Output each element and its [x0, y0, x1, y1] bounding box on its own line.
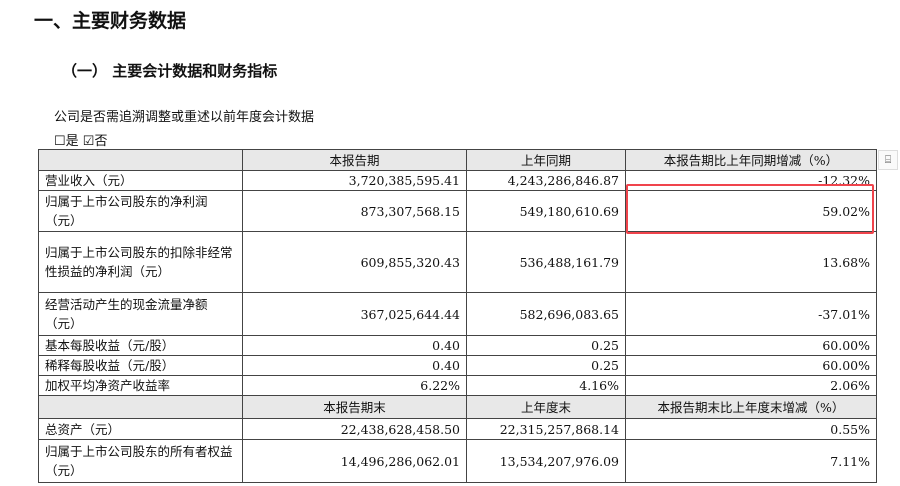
- row-label: 基本每股收益（元/股）: [38, 335, 243, 356]
- cell-value: 14,496,286,062.01: [242, 439, 467, 483]
- scan-icon[interactable]: ⌸: [878, 150, 898, 170]
- cell-value: 0.40: [242, 355, 467, 376]
- cell-value: 3,720,385,595.41: [242, 170, 467, 191]
- table-row: 归属于上市公司股东的扣除非经常性损益的净利润（元） 609,855,320.43 5…: [38, 231, 877, 293]
- column-header: 本报告期比上年同期增减（%）: [625, 149, 877, 171]
- table-row: 归属于上市公司股东的净利润（元） 873,307,568.15 549,180,61…: [38, 190, 877, 232]
- restatement-question: 公司是否需追溯调整或重述以前年度会计数据: [54, 110, 315, 125]
- column-header: [38, 149, 243, 171]
- cell-value: 0.25: [466, 355, 626, 376]
- cell-value: 582,696,083.65: [466, 292, 626, 336]
- cell-value: 22,315,257,868.14: [466, 418, 626, 440]
- row-label: 稀释每股收益（元/股）: [38, 355, 243, 376]
- table-row: 经营活动产生的现金流量净额（元） 367,025,644.44 582,696,08…: [38, 292, 877, 336]
- cell-value: 609,855,320.43: [242, 231, 467, 293]
- row-label: 归属于上市公司股东的扣除非经常性损益的净利润（元）: [38, 231, 243, 293]
- header-row: 本报告期末 上年度末 本报告期末比上年度末增减（%）: [38, 395, 877, 419]
- cell-value: 60.00%: [625, 335, 877, 356]
- row-label: 归属于上市公司股东的所有者权益（元）: [38, 439, 243, 483]
- table-row: 归属于上市公司股东的所有者权益（元） 14,496,286,062.01 13,53…: [38, 439, 877, 483]
- cell-value: 549,180,610.69: [466, 190, 626, 232]
- checkbox-no: ☑否: [82, 134, 108, 149]
- cell-value: -37.01%: [625, 292, 877, 336]
- cell-value: 0.25: [466, 335, 626, 356]
- cell-value: 0.40: [242, 335, 467, 356]
- restatement-checkboxes: ☐是 ☑否: [54, 130, 107, 149]
- column-header: 本报告期末: [242, 395, 467, 419]
- section-title: （一） 主要会计数据和财务指标: [62, 62, 278, 80]
- checkbox-yes: ☐是: [54, 134, 79, 149]
- table-row: 稀释每股收益（元/股） 0.40 0.25 60.00%: [38, 355, 877, 376]
- page-title: 一、主要财务数据: [34, 10, 187, 32]
- highlight-box: [626, 184, 874, 234]
- row-label: 总资产（元）: [38, 418, 243, 440]
- cell-value: 873,307,568.15: [242, 190, 467, 232]
- column-header: 上年同期: [466, 149, 626, 171]
- column-header: 上年度末: [466, 395, 626, 419]
- cell-value: 13.68%: [625, 231, 877, 293]
- column-header: [38, 395, 243, 419]
- cell-value: 6.22%: [242, 375, 467, 396]
- cell-value: 22,438,628,458.50: [242, 418, 467, 440]
- cell-value: 59.02%: [625, 190, 877, 232]
- row-label: 营业收入（元）: [38, 170, 243, 191]
- row-label: 归属于上市公司股东的净利润（元）: [38, 190, 243, 232]
- row-label: 加权平均净资产收益率: [38, 375, 243, 396]
- cell-value: 367,025,644.44: [242, 292, 467, 336]
- cell-value: 13,534,207,976.09: [466, 439, 626, 483]
- cell-value: 4.16%: [466, 375, 626, 396]
- financial-table: 本报告期 上年同期 本报告期比上年同期增减（%） 营业收入（元） 3,720,385,5…: [38, 149, 877, 483]
- table-row: 基本每股收益（元/股） 0.40 0.25 60.00%: [38, 335, 877, 356]
- cell-value: 7.11%: [625, 439, 877, 483]
- cell-value: 536,488,161.79: [466, 231, 626, 293]
- header-row: 本报告期 上年同期 本报告期比上年同期增减（%）: [38, 149, 877, 171]
- cell-value: 4,243,286,846.87: [466, 170, 626, 191]
- table-row: 加权平均净资产收益率 6.22% 4.16% 2.06%: [38, 375, 877, 396]
- cell-value: 0.55%: [625, 418, 877, 440]
- table-row: 总资产（元） 22,438,628,458.50 22,315,257,868.14…: [38, 418, 877, 440]
- row-label: 经营活动产生的现金流量净额（元）: [38, 292, 243, 336]
- cell-value: 60.00%: [625, 355, 877, 376]
- cell-value: 2.06%: [625, 375, 877, 396]
- column-header: 本报告期末比上年度末增减（%）: [625, 395, 877, 419]
- column-header: 本报告期: [242, 149, 467, 171]
